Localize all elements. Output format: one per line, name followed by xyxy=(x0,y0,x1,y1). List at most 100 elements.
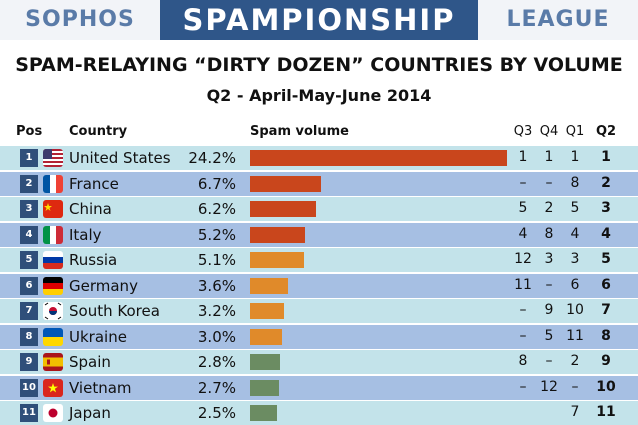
spam-volume-bar xyxy=(250,277,288,294)
spam-volume-bar xyxy=(250,354,280,370)
spam-percent: 3.0% xyxy=(197,327,236,346)
spam-volume-bar xyxy=(250,379,279,396)
table-row: 3 China 6.2% 5 2 5 3 xyxy=(0,197,638,221)
rank-q1: 5 xyxy=(570,200,580,216)
spam-percent: 3.6% xyxy=(197,276,236,295)
rank-q2: 4 xyxy=(601,225,611,242)
rank-q2: 9 xyxy=(601,353,611,369)
spam-percent: 5.2% xyxy=(197,225,236,244)
rank-q4: – xyxy=(545,276,553,293)
rank-q2: 8 xyxy=(601,327,611,344)
rank-q3: 11 xyxy=(514,276,532,293)
spam-percent: 2.7% xyxy=(197,378,236,397)
rank-q3: 4 xyxy=(518,225,528,242)
spam-volume-bar xyxy=(250,252,304,268)
banner-league: LEAGUE xyxy=(506,7,610,32)
spam-volume-bar xyxy=(250,150,507,166)
table-row: 1 United States 24.2% 1 1 1 1 xyxy=(0,146,638,170)
rank-q1: 10 xyxy=(566,302,584,318)
ru-flag-icon xyxy=(43,251,63,269)
chart-subtitle: Q2 - April-May-June 2014 xyxy=(206,86,432,105)
country-name: Vietnam xyxy=(69,378,132,397)
header-q2: Q2 xyxy=(595,124,617,139)
rank-q1: 8 xyxy=(570,174,580,191)
header-pos: Pos xyxy=(16,124,43,139)
spam-volume-bar xyxy=(250,201,316,217)
rank-q3: 5 xyxy=(518,200,528,216)
rank-badge: 6 xyxy=(20,276,38,295)
table-row: 8 Ukraine 3.0% –5 11 8 xyxy=(0,324,638,349)
rank-q4: 5 xyxy=(544,327,554,344)
rank-q1: 6 xyxy=(570,276,580,293)
header-q1: Q1 xyxy=(565,124,585,139)
rank-q4: 3 xyxy=(544,251,554,267)
spam-volume-bar xyxy=(250,405,277,421)
spam-volume-bar xyxy=(250,303,284,319)
rank-q2: 7 xyxy=(601,302,611,318)
rank-badge: 11 xyxy=(20,404,38,422)
rank-q4: 12 xyxy=(540,378,558,395)
rank-badge: 7 xyxy=(20,302,38,320)
rank-q1: 3 xyxy=(570,251,580,267)
banner-center-panel xyxy=(160,0,478,40)
rank-q3: 8 xyxy=(518,353,528,369)
rank-q3: – xyxy=(519,327,527,344)
header-q4: Q4 xyxy=(539,124,559,139)
banner-spampionship: SPAMPIONSHIP xyxy=(182,3,456,37)
rank-q4: – xyxy=(545,353,553,369)
kr-flag-icon xyxy=(43,302,63,320)
rank-q2: 5 xyxy=(601,251,611,267)
spam-percent: 6.7% xyxy=(197,174,236,193)
country-name: Ukraine xyxy=(69,327,127,346)
rank-q1: 7 xyxy=(570,404,580,420)
rank-q4: 8 xyxy=(544,225,554,242)
country-name: Spain xyxy=(69,353,111,371)
rank-q4: 2 xyxy=(544,200,554,216)
rank-q3: 12 xyxy=(514,251,532,267)
rank-q1: 1 xyxy=(570,149,580,165)
banner-right-panel xyxy=(478,0,638,40)
us-flag-icon xyxy=(43,149,63,167)
country-name: Italy xyxy=(69,225,102,244)
table-row: 4 Italy 5.2% 4 8 4 4 xyxy=(0,222,638,247)
spam-percent: 2.5% xyxy=(197,404,236,422)
jp-flag-icon xyxy=(43,404,63,422)
rank-badge: 9 xyxy=(20,353,38,371)
fr-flag-icon xyxy=(43,174,63,193)
rank-q2: 11 xyxy=(596,404,616,420)
es-flag-icon xyxy=(43,353,63,371)
spam-percent: 2.8% xyxy=(197,353,236,371)
table-row: 9 Spain 2.8% 8 – 2 9 xyxy=(0,350,638,374)
spam-volume-bar xyxy=(250,226,305,243)
rank-q1: 2 xyxy=(570,353,580,369)
table-row: 5 Russia 5.1% 12 3 3 5 xyxy=(0,248,638,272)
rank-badge: 10 xyxy=(20,378,38,397)
rank-q4: 9 xyxy=(544,302,554,318)
spam-percent: 6.2% xyxy=(197,200,236,218)
spam-percent: 24.2% xyxy=(188,149,236,167)
table-row: 2 France 6.7% – –8 2 xyxy=(0,171,638,196)
table-row: 6 Germany 3.6% 11–6 6 xyxy=(0,273,638,298)
country-name: United States xyxy=(69,149,171,167)
rank-q1: 4 xyxy=(570,225,580,242)
country-name: South Korea xyxy=(69,302,160,320)
cn-flag-icon xyxy=(43,200,63,218)
header-country: Country xyxy=(69,124,128,139)
spam-volume-bar xyxy=(250,328,282,345)
rank-q3: – xyxy=(519,302,527,318)
rank-q1: – xyxy=(571,378,579,395)
rank-badge: 5 xyxy=(20,251,38,269)
country-name: Russia xyxy=(69,251,118,269)
de-flag-icon xyxy=(43,276,63,295)
vn-flag-icon xyxy=(43,378,63,397)
ua-flag-icon xyxy=(43,327,63,346)
rank-q2: 10 xyxy=(596,378,616,395)
banner: SOPHOS SPAMPIONSHIP LEAGUE xyxy=(0,0,638,40)
it-flag-icon xyxy=(43,225,63,244)
rank-q3: 1 xyxy=(518,149,528,165)
spam-percent: 5.1% xyxy=(197,251,236,269)
chart-title: SPAM-RELAYING “DIRTY DOZEN” COUNTRIES BY… xyxy=(15,54,623,76)
country-name: Germany xyxy=(69,276,138,295)
rank-badge: 8 xyxy=(20,327,38,346)
country-name: China xyxy=(69,200,112,218)
